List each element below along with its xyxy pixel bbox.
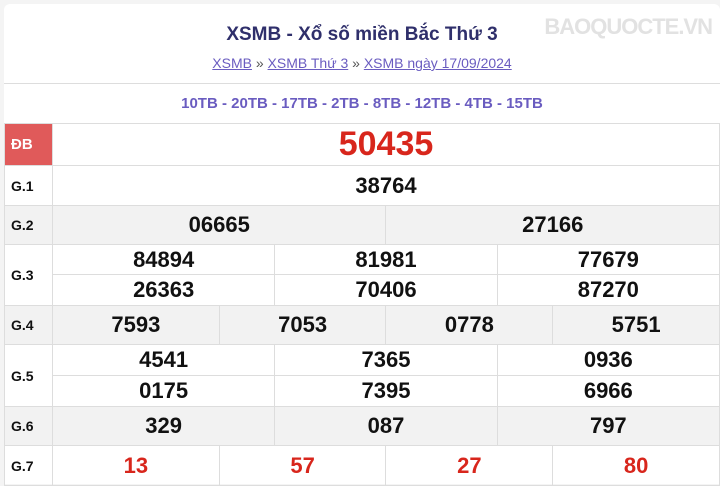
prize-g4: 5751 — [552, 305, 720, 345]
prize-g3: 70406 — [274, 274, 498, 306]
prize-g3: 84894 — [51, 244, 276, 275]
label-g1: G.1 — [4, 165, 53, 206]
watermark: BAOQUOCTE.VN — [544, 14, 713, 39]
prize-g2: 27166 — [385, 205, 720, 245]
prize-g5: 6966 — [496, 375, 720, 407]
prize-g6: 329 — [51, 406, 276, 446]
prize-g5: 0936 — [496, 344, 720, 376]
prize-g4: 7593 — [52, 305, 220, 345]
prize-g3: 77679 — [496, 244, 720, 275]
prize-g5: 0175 — [51, 375, 276, 407]
label-g6: G.6 — [4, 406, 53, 446]
prize-g5: 4541 — [51, 344, 276, 376]
prize-g3: 26363 — [51, 274, 276, 306]
results-card: XSMB - Xổ số miền Bắc Thứ 3 XSMB » XSMB … — [4, 4, 720, 486]
prize-g7: 13 — [52, 445, 220, 486]
prize-g4: 7053 — [218, 305, 387, 345]
page-title: XSMB - Xổ số miền Bắc Thứ 3 — [226, 24, 498, 45]
label-g7: G.7 — [4, 445, 53, 486]
prize-db: 50435 — [52, 123, 720, 166]
label-g4: G.4 — [4, 305, 53, 345]
ticket-codes: 10TB - 20TB - 17TB - 2TB - 8TB - 12TB - … — [4, 83, 720, 124]
breadcrumb-thu3[interactable]: XSMB Thứ 3 — [267, 55, 349, 71]
prize-g3: 81981 — [274, 244, 498, 275]
label-db: ĐB — [4, 123, 53, 166]
prize-g7: 27 — [385, 445, 554, 486]
prize-g7: 57 — [218, 445, 387, 486]
prize-g3: 87270 — [496, 274, 720, 306]
prize-g2: 06665 — [51, 205, 387, 245]
prize-g5: 7395 — [274, 375, 498, 407]
breadcrumb: XSMB » XSMB Thứ 3 » XSMB ngày 17/09/2024 — [4, 55, 720, 71]
breadcrumb-date[interactable]: XSMB ngày 17/09/2024 — [363, 55, 512, 71]
prize-g5: 7365 — [274, 344, 498, 376]
results-table: ĐB 50435 G.1 38764 G.2 06665 27166 G.3 84894 8… — [4, 123, 720, 486]
separator: » — [255, 55, 264, 71]
prize-g6: 797 — [496, 406, 720, 446]
prize-g6: 087 — [274, 406, 498, 446]
label-g3: G.3 — [4, 244, 53, 306]
prize-g1: 38764 — [52, 165, 720, 206]
prize-g7: 80 — [552, 445, 720, 486]
label-g5: G.5 — [4, 344, 53, 407]
label-g2: G.2 — [4, 205, 53, 245]
separator: » — [352, 55, 360, 71]
breadcrumb-xsmb[interactable]: XSMB — [212, 55, 252, 71]
prize-g4: 0778 — [385, 305, 554, 345]
